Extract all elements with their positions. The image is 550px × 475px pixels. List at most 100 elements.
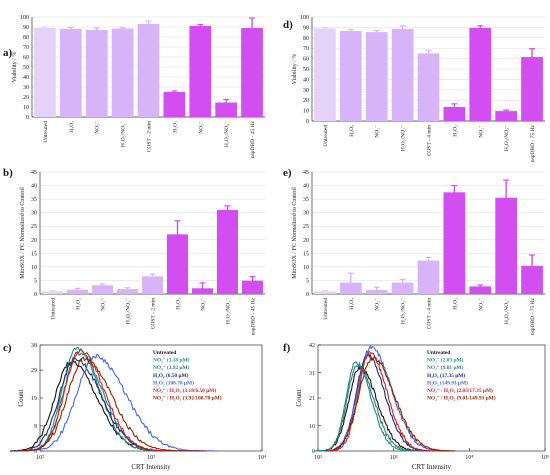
y-tick-label-e: 10: [303, 265, 309, 271]
y-tick-label-e: 15: [303, 251, 309, 257]
y-tick-label-b: 40: [31, 184, 37, 190]
category-label-b: H₂O₂: [76, 298, 82, 310]
y-tick-label-d: 20: [303, 98, 309, 104]
bar-a: [34, 28, 56, 117]
category-label-d: COST - 4 min: [427, 125, 433, 156]
bar-b: [217, 209, 238, 294]
category-label-e: H₂O₂/NO₂⁻: [504, 298, 510, 324]
y-tick-label-c: 9: [34, 424, 37, 430]
category-label-d: nspDBD - 75 Hz: [530, 124, 536, 162]
panel-label-e: e): [283, 167, 292, 179]
y-tick-label-d: 80: [303, 36, 309, 42]
histogram-curve-c: [34, 353, 217, 452]
bar-a: [111, 28, 134, 117]
y-tick-label-d: 30: [303, 88, 309, 94]
y-tick-label-e: 5: [306, 278, 309, 284]
category-label-b: Untreated: [51, 298, 57, 320]
x-tick-label-c: 10²: [36, 455, 44, 461]
category-label-e: COST - 4 min: [427, 298, 433, 329]
y-tick-label-c: 38: [31, 343, 37, 349]
y-axis-title-c: Count: [17, 389, 25, 406]
legend-entry-f: NO₂⁻ (9.01 μM): [427, 364, 464, 371]
panel-label-b: b): [3, 167, 13, 179]
y-tick-label-c: 0: [34, 449, 37, 455]
legend-entry-f: NO₂⁻ / H₂O₂ (9.01/149.93 μM): [427, 395, 496, 402]
y-tick-label-f: 31: [309, 371, 315, 377]
y-tick-label-a: 30: [23, 85, 29, 91]
category-label-e: nspDBD - 75 Hz: [530, 297, 536, 335]
bar-b: [92, 285, 113, 294]
y-axis-title-e: MitoSOX / FC Normalized to Control: [292, 187, 298, 279]
y-tick-label-e: 20: [303, 238, 309, 244]
panel-label-a: a): [3, 47, 13, 59]
histogram-curve-f: [315, 363, 441, 452]
y-tick-label-b: 30: [31, 211, 37, 217]
y-tick-label-a: 100: [20, 15, 29, 21]
bar-d: [391, 28, 414, 121]
y-tick-label-a: 80: [23, 35, 29, 41]
y-tick-label-a: 90: [23, 25, 29, 31]
bar-b: [167, 234, 188, 294]
category-label-d: H₂O₂: [349, 125, 355, 137]
histogram-curve-f: [327, 350, 453, 452]
bar-e: [495, 197, 518, 294]
category-label-d: H₂O₂: [452, 125, 458, 137]
y-tick-label-e: 35: [303, 197, 309, 203]
category-label-e: NO₂⁻: [375, 298, 381, 311]
y-tick-label-c: 29: [31, 368, 37, 374]
category-label-d: H₂O₂/NO₂⁻: [504, 125, 510, 151]
bar-e: [469, 286, 492, 294]
legend-entry-f: NO₂⁻ / H₂O₂ (2.03/17.35 μM): [427, 387, 493, 394]
bar-d: [443, 106, 466, 121]
y-tick-label-d: 10: [303, 109, 309, 115]
category-label-e: NO₂⁻: [478, 298, 484, 311]
category-label-e: Untreated: [323, 298, 329, 320]
y-tick-label-f: 21: [309, 396, 315, 402]
x-tick-label-f: 10⁵: [541, 455, 549, 461]
bar-a: [85, 30, 108, 117]
legend-entry-f: H₂O₂ (17.35 μM): [427, 372, 465, 379]
bar-d: [365, 32, 388, 121]
panel-label-d: d): [283, 19, 293, 31]
category-label-a: NO₂⁻: [198, 121, 204, 134]
y-tick-label-d: 100: [300, 15, 309, 21]
panel-label-c: c): [3, 342, 12, 354]
y-tick-label-b: 0: [34, 292, 37, 298]
legend-entry-c: NO₂⁻ (3.92 μM): [153, 364, 190, 371]
category-label-b: COST - 2 min: [151, 298, 157, 329]
category-label-a: H₂O₂: [69, 121, 75, 133]
y-tick-label-b: 20: [31, 238, 37, 244]
category-label-b: nspDBD - 45 Hz: [251, 297, 257, 335]
category-label-a: COST - 2 min: [147, 121, 153, 152]
bar-a: [189, 26, 212, 117]
y-tick-label-d: 60: [303, 57, 309, 63]
y-tick-label-d: 0: [306, 119, 309, 125]
y-tick-label-e: 40: [303, 184, 309, 190]
x-tick-label-f: 10⁴: [465, 455, 473, 461]
y-tick-label-a: 10: [23, 105, 29, 111]
y-tick-label-e: 25: [303, 224, 309, 230]
bar-b: [42, 291, 63, 294]
bar-e: [443, 192, 466, 294]
panel-label-f: f): [283, 342, 291, 354]
y-axis-title-d: Viability / %: [292, 54, 298, 85]
x-tick-label-f: 10²: [314, 455, 322, 461]
x-tick-label-c: 10⁴: [258, 455, 266, 461]
category-label-a: H₂O₂/NO₂⁻: [224, 121, 230, 147]
y-tick-label-d: 70: [303, 46, 309, 52]
legend-entry-f: H₂O₂ (149.93 μM): [427, 379, 468, 386]
y-tick-label-f: 0: [312, 449, 315, 455]
bar-e: [521, 265, 543, 294]
category-label-b: NO₂⁻: [101, 298, 107, 311]
y-tick-label-a: 40: [23, 75, 29, 81]
category-label-d: NO₂⁻: [375, 125, 381, 138]
y-axis-title-f: Count: [295, 389, 303, 406]
bar-d: [339, 31, 362, 121]
category-label-d: NO₂⁻: [478, 125, 484, 138]
y-tick-label-b: 10: [31, 265, 37, 271]
bar-a: [59, 29, 82, 117]
legend-entry-c: NO₂⁻ / H₂O₂ (3.92/108.78 μM): [153, 395, 222, 402]
y-tick-label-f: 42: [309, 343, 315, 349]
legend-entry-c: NO₂⁻ (3.18 μM): [153, 357, 190, 364]
